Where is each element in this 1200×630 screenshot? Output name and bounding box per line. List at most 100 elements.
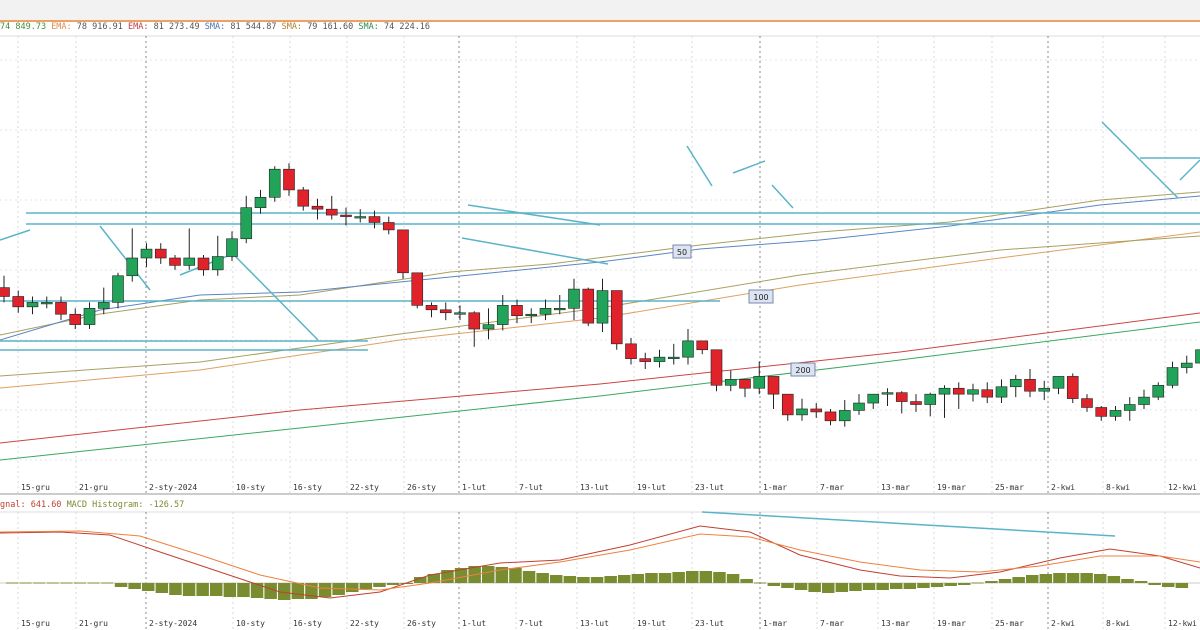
x-tick-label: 15-gru <box>21 619 50 628</box>
candle <box>283 168 295 191</box>
candle <box>625 343 637 359</box>
candle <box>368 216 381 223</box>
x-tick-label: 13-mar <box>881 483 910 492</box>
macd-hist-bar <box>740 579 753 583</box>
macd-hist-bar <box>563 576 577 583</box>
macd-hist-bar <box>155 583 169 593</box>
macd-hist-bar <box>1107 576 1121 583</box>
candle <box>881 392 894 395</box>
candle <box>154 248 167 259</box>
ma-marker-label: 200 <box>795 366 810 375</box>
ema1-value: 78 916.91 <box>76 22 123 32</box>
sma1-label: SMA: <box>204 22 226 32</box>
macd-hist-bar <box>876 583 889 590</box>
x-tick-label: 22-sty <box>350 619 379 628</box>
x-tick-label: 7-mar <box>820 483 844 492</box>
macd-hist-bar <box>359 583 373 589</box>
macd-hist-bar <box>631 574 645 583</box>
macd-hist-bar <box>454 568 468 583</box>
candle <box>867 393 880 404</box>
macd-hist-bar <box>930 583 944 587</box>
x-tick-label: 25-mar <box>995 483 1024 492</box>
candle <box>924 393 937 405</box>
ma-marker-box <box>672 244 692 259</box>
sma2-label: SMA: <box>281 22 303 32</box>
candle <box>40 302 53 305</box>
sma2-value: 79 161.60 <box>307 22 354 32</box>
candle <box>454 312 466 315</box>
macd-hist-bar <box>781 583 794 588</box>
macd-hist-bar <box>400 583 413 584</box>
candle <box>240 207 253 240</box>
trend-line <box>771 184 794 209</box>
macd-hist-bar <box>128 583 141 589</box>
candle <box>0 287 10 297</box>
candle <box>297 189 310 207</box>
ema2-value: 81 273.49 <box>153 22 200 32</box>
candle <box>539 308 552 315</box>
trend-line <box>686 145 713 187</box>
candle <box>482 324 495 330</box>
macd-hist-bar <box>427 574 441 583</box>
sma1-value: 81 544.87 <box>230 22 277 32</box>
macd-line <box>0 525 1200 599</box>
candle <box>653 356 666 362</box>
candle <box>753 376 766 389</box>
x-tick-label: 2-sty-2024 <box>149 483 197 492</box>
macd-hist-bar <box>291 583 305 599</box>
candle <box>853 402 865 411</box>
macd-hist-bar <box>604 576 617 583</box>
x-tick-label: 8-kwi <box>1106 619 1130 628</box>
candle <box>268 168 281 198</box>
candle <box>1109 410 1122 417</box>
x-tick-label: 2-kwi <box>1051 483 1075 492</box>
candle <box>667 356 680 359</box>
candle <box>1166 367 1179 386</box>
ma-marker-label: 50 <box>677 248 687 257</box>
x-tick-label: 1-mar <box>763 483 787 492</box>
macd-hist-bar <box>522 571 536 583</box>
macd-hist-bar <box>237 583 250 597</box>
candle <box>1152 384 1165 398</box>
x-tick-label: 12-kwi <box>1168 483 1197 492</box>
macd-hist-bar <box>278 583 291 600</box>
x-tick-label: 12-kwi <box>1168 619 1197 628</box>
candle <box>126 257 139 277</box>
x-tick-label: 16-sty <box>293 619 322 628</box>
macd-hist-bar <box>441 570 454 583</box>
sma3-value: 74 224.16 <box>383 22 431 32</box>
macd-hist-bar <box>672 572 685 583</box>
candle <box>83 308 96 325</box>
macd-hist-bar <box>577 577 590 583</box>
x-tick-label: 19-mar <box>937 619 966 628</box>
ema2-label: EMA: <box>127 22 149 32</box>
ema1-label: EMA: <box>51 22 72 32</box>
ema-fast-line <box>0 191 1200 336</box>
candle <box>1066 376 1079 399</box>
macd-hist-bar <box>794 583 808 590</box>
ma-marker-box <box>748 289 774 304</box>
candle <box>910 401 922 405</box>
candle <box>26 302 39 308</box>
x-tick-label: 10-sty <box>236 619 265 628</box>
macd-hist-bar <box>1121 579 1134 583</box>
macd-hist-bar <box>373 583 386 587</box>
candle <box>425 305 438 311</box>
candle <box>696 340 709 351</box>
x-tick-label: 26-sty <box>407 483 436 492</box>
signal-line <box>0 530 1200 591</box>
candle <box>496 305 509 325</box>
x-tick-label: 26-sty <box>407 619 436 628</box>
macd-hist-bar <box>264 583 277 599</box>
trend-line <box>1179 159 1200 181</box>
macd-hist-bar <box>509 568 522 583</box>
sma-200-green-line <box>0 321 1200 461</box>
x-tick-label: 19-lut <box>637 483 666 492</box>
candle <box>838 410 851 422</box>
macd-signal-value: 641.60 <box>30 500 62 510</box>
candle <box>952 387 965 395</box>
candle <box>55 302 67 315</box>
macd-hist-bar <box>1175 583 1189 588</box>
candle <box>226 238 238 257</box>
